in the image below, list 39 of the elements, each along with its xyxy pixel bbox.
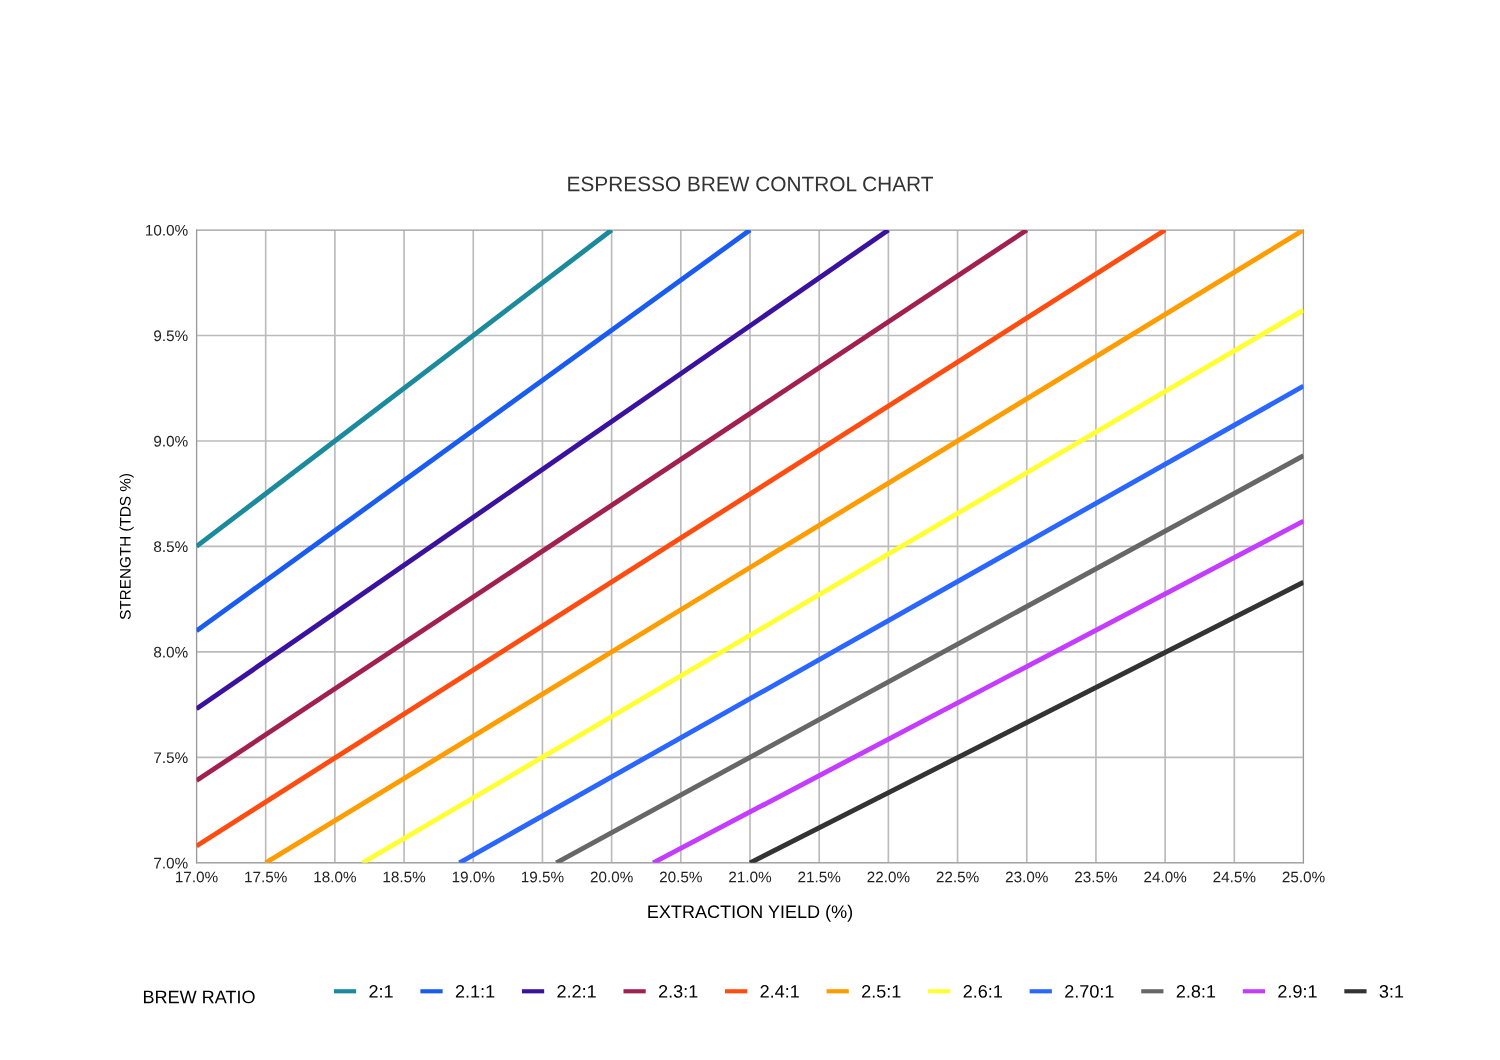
x-tick-label: 24.0% [1144, 871, 1187, 883]
legend-label: 2.6:1 [963, 985, 1002, 998]
legend-label: 2.5:1 [862, 985, 901, 998]
x-axis-title: EXTRACTION YIELD (%) [648, 904, 853, 922]
x-tick-label: 22.0% [867, 871, 910, 883]
x-tick-label: 21.0% [729, 871, 772, 883]
legend-label: 2.4:1 [760, 985, 799, 998]
x-tick-label: 24.5% [1213, 871, 1256, 883]
x-tick-label: 23.0% [1005, 871, 1048, 883]
x-tick-label: 17.5% [245, 871, 287, 883]
y-tick-label: 9.5% [154, 330, 188, 342]
x-tick-label: 25.0% [1282, 871, 1325, 883]
x-tick-label: 20.5% [659, 871, 702, 883]
y-tick-label: 9.0% [154, 435, 188, 447]
legend-title: BREW RATIO [143, 990, 255, 1004]
x-tick-label: 18.5% [383, 871, 426, 883]
x-tick-label: 18.0% [314, 871, 356, 883]
x-tick-label: 23.5% [1075, 871, 1118, 883]
x-tick-label: 19.5% [521, 871, 564, 883]
y-tick-label: 7.0% [154, 857, 188, 869]
y-tick-label: 8.5% [154, 541, 188, 553]
y-tick-label: 7.5% [154, 752, 188, 764]
legend-label: 2.9:1 [1278, 985, 1317, 998]
legend-label: 2.3:1 [658, 985, 698, 998]
x-tick-label: 21.5% [798, 871, 841, 883]
legend-label: 2.1:1 [455, 985, 495, 998]
x-tick-label: 19.0% [452, 871, 495, 883]
x-tick-label: 17.0% [176, 871, 218, 883]
legend-label: 2.2:1 [557, 985, 596, 998]
x-tick-label: 20.0% [590, 871, 633, 883]
legend-label: 2:1 [369, 985, 393, 998]
y-axis-title: STRENGTH (TDS %) [119, 473, 134, 620]
legend-label: 2.70:1 [1065, 985, 1114, 998]
chart-title: ESPRESSO BREW CONTROL CHART [568, 176, 933, 192]
x-tick-label: 22.5% [936, 871, 979, 883]
y-tick-label: 10.0% [146, 224, 188, 236]
y-tick-label: 8.0% [154, 646, 188, 658]
legend-label: 3:1 [1379, 985, 1404, 998]
legend-label: 2.8:1 [1176, 985, 1216, 998]
